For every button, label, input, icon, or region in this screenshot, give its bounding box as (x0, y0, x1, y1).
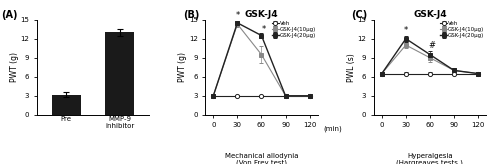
Text: *: * (262, 25, 266, 34)
Bar (105, 32, 135, 115)
Title: GSK-J4: GSK-J4 (245, 10, 278, 19)
Bar (52, 94, 81, 115)
Legend: Veh, GSK-J4(10μg), GSK-J4(20μg): Veh, GSK-J4(10μg), GSK-J4(20μg) (272, 21, 317, 39)
Text: (B): (B) (183, 10, 199, 20)
Legend: Veh, GSK-J4(10μg), GSK-J4(20μg): Veh, GSK-J4(10μg), GSK-J4(20μg) (440, 21, 485, 39)
Text: *: * (404, 26, 408, 35)
Text: #: # (429, 41, 436, 50)
Y-axis label: PWT (g): PWT (g) (10, 52, 19, 82)
Title: GSK-J4: GSK-J4 (413, 10, 447, 19)
Text: *: * (235, 11, 240, 20)
Text: (min): (min) (323, 126, 342, 132)
Text: (A): (A) (1, 10, 17, 20)
Y-axis label: PWT (g): PWT (g) (178, 52, 188, 82)
Y-axis label: PWL (s): PWL (s) (347, 53, 356, 82)
Text: (C): (C) (351, 10, 368, 20)
Text: Mechanical allodynia
(Von Frey test): Mechanical allodynia (Von Frey test) (225, 153, 298, 164)
Text: Hyperalgesia
(Hargreaves tests ): Hyperalgesia (Hargreaves tests ) (397, 153, 464, 164)
